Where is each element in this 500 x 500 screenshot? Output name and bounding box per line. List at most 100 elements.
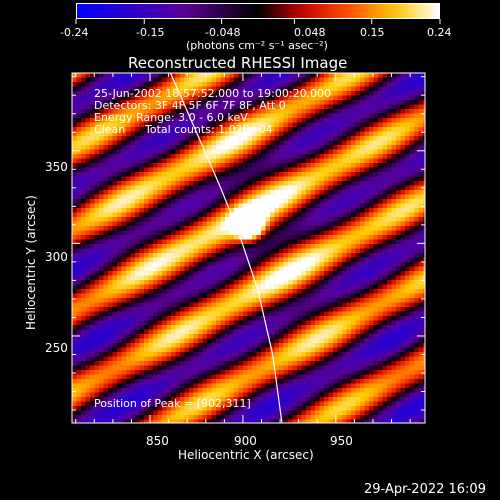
heatmap-cell [261,149,267,155]
heatmap-cell [193,347,199,353]
heatmap-cell [175,221,181,227]
heatmap-cell [247,185,253,191]
heatmap-cell [351,311,357,317]
heatmap-cell [297,217,303,223]
heatmap-cell [378,104,384,110]
heatmap-cell [193,91,199,97]
heatmap-cell [355,284,361,290]
heatmap-cell [148,257,154,263]
heatmap-cell [157,289,163,295]
heatmap-cell [220,109,226,115]
heatmap-cell [207,104,213,110]
heatmap-cell [279,199,285,205]
heatmap-cell [369,307,375,313]
heatmap-cell [418,253,424,259]
heatmap-cell [274,298,280,304]
heatmap-cell [189,347,195,353]
heatmap-cell [328,127,334,133]
heatmap-cell [292,298,298,304]
heatmap-cell [328,275,334,281]
heatmap-cell [121,334,127,340]
heatmap-cell [157,320,163,326]
heatmap-cell [391,190,397,196]
heatmap-cell [378,167,384,173]
heatmap-cell [225,95,231,101]
heatmap-cell [261,140,267,146]
heatmap-cell [247,226,253,232]
heatmap-cell [369,316,375,322]
heatmap-cell [387,154,393,160]
heatmap-cell [414,217,420,223]
heatmap-cell [139,122,145,128]
heatmap-cell [162,244,168,250]
heatmap-cell [261,185,267,191]
heatmap-cell [342,77,348,83]
heatmap-cell [418,73,424,79]
heatmap-cell [306,190,312,196]
heatmap-cell [355,316,361,322]
heatmap-cell [103,307,109,313]
heatmap-cell [126,100,132,106]
heatmap-cell [198,172,204,178]
heatmap-cell [324,104,330,110]
heatmap-cell [130,86,136,92]
heatmap-cell [297,316,303,322]
heatmap-cell [229,131,235,137]
heatmap-cell [391,257,397,263]
heatmap-cell [243,320,249,326]
heatmap-cell [225,172,231,178]
heatmap-cell [409,149,415,155]
heatmap-cell [112,100,118,106]
heatmap-cell [270,190,276,196]
heatmap-cell [108,266,114,272]
heatmap-cell [337,140,343,146]
heatmap-cell [351,136,357,142]
heatmap-cell [423,302,425,308]
heatmap-cell [297,307,303,313]
heatmap-cell [207,343,213,349]
heatmap-cell [265,266,271,272]
heatmap-cell [180,194,186,200]
heatmap-cell [270,217,276,223]
heatmap-cell [351,100,357,106]
heatmap-cell [373,230,379,236]
heatmap-cell [153,122,159,128]
heatmap-cell [297,154,303,160]
heatmap-cell [333,280,339,286]
heatmap-cell [162,158,168,164]
heatmap-cell [360,131,366,137]
heatmap-cell [301,320,307,326]
heatmap-cell [72,100,78,106]
heatmap-cell [202,140,208,146]
heatmap-cell [261,122,267,128]
heatmap-cell [184,86,190,92]
heatmap-cell [211,298,217,304]
heatmap-cell [103,199,109,205]
heatmap-cell [202,280,208,286]
heatmap-cell [189,131,195,137]
heatmap-cell [414,230,420,236]
heatmap-cell [261,262,267,268]
heatmap-cell [180,302,186,308]
heatmap-cell [180,145,186,151]
heatmap-cell [252,311,258,317]
heatmap-cell [274,172,280,178]
heatmap-cell [189,199,195,205]
heatmap-cell [378,226,384,232]
heatmap-cell [247,253,253,259]
heatmap-cell [373,280,379,286]
heatmap-cell [85,149,91,155]
heatmap-cell [211,352,217,358]
heatmap-cell [225,149,231,155]
heatmap-cell [211,149,217,155]
heatmap-cell [94,194,100,200]
heatmap-cell [189,271,195,277]
heatmap-cell [180,248,186,254]
heatmap-cell [103,275,109,281]
heatmap-cell [333,316,339,322]
heatmap-cell [121,100,127,106]
heatmap-cell [288,154,294,160]
heatmap-cell [418,293,424,299]
heatmap-cell [229,181,235,187]
heatmap-cell [139,113,145,119]
